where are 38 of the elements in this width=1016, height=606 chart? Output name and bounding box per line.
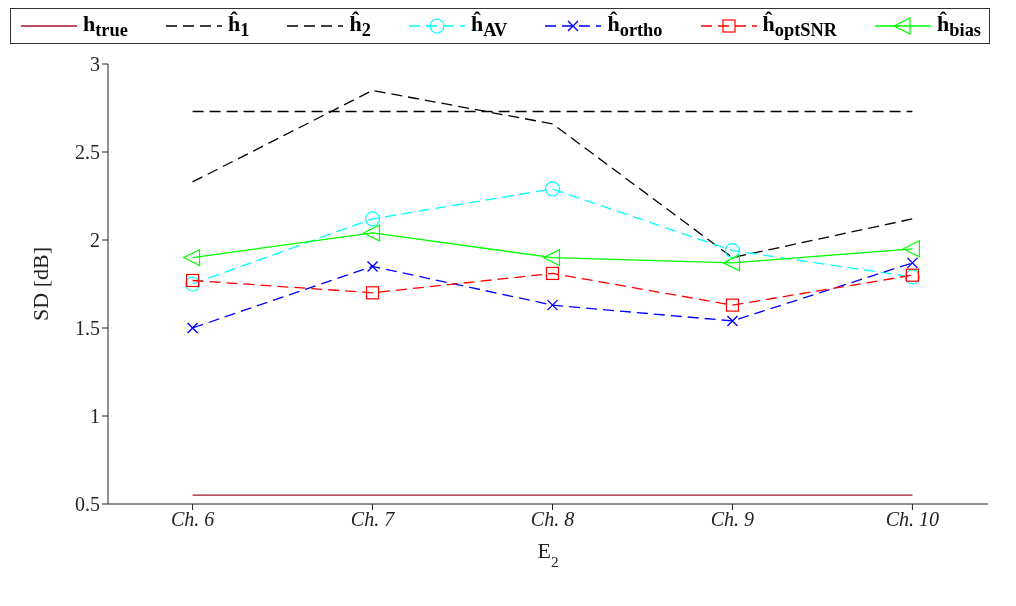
y-tick-label: 3 [90,53,100,76]
point [544,181,561,197]
point [722,254,741,272]
point [366,261,379,273]
point [724,243,741,259]
legend-label: ĥ$_{2}$ [349,11,371,42]
point [362,224,381,242]
y-tick-label: 0.5 [75,493,100,516]
point [726,315,739,328]
x-tick-label: Ch. 10 [885,508,940,531]
x-tick-label: Ch. 8 [530,508,575,531]
legend-label: ĥ$_{AV}$ [471,11,508,42]
point [182,249,201,267]
x-axis-title: E$_{2}$ [537,538,559,570]
legend-label: ĥ$_{optSNR}$ [762,11,837,42]
point [365,286,380,300]
legend-label: ĥ$_{bias}$ [937,11,981,42]
legend-label: ĥ$_{1}$ [227,11,250,42]
point [542,249,561,267]
point [364,211,381,227]
point [545,267,560,281]
y-tick-label: 2.5 [75,141,100,164]
y-tick-label: 2 [90,229,100,252]
point [185,274,200,288]
y-tick-label: 1.5 [75,317,100,340]
legend-label: ĥ$_{ortho}$ [607,11,663,42]
point [906,257,919,269]
point [725,298,740,313]
legend-label: h$_{true}$ [83,11,128,42]
point [186,322,199,335]
y-axis-title: SD [dB] [28,247,53,322]
point [184,276,201,292]
x-tick-label: Ch. 9 [710,508,755,531]
x-tick-label: Ch. 7 [350,508,396,531]
y-tick-label: 1 [90,405,100,428]
x-tick-label: Ch. 6 [170,508,215,531]
point [902,240,921,258]
point [546,299,559,312]
